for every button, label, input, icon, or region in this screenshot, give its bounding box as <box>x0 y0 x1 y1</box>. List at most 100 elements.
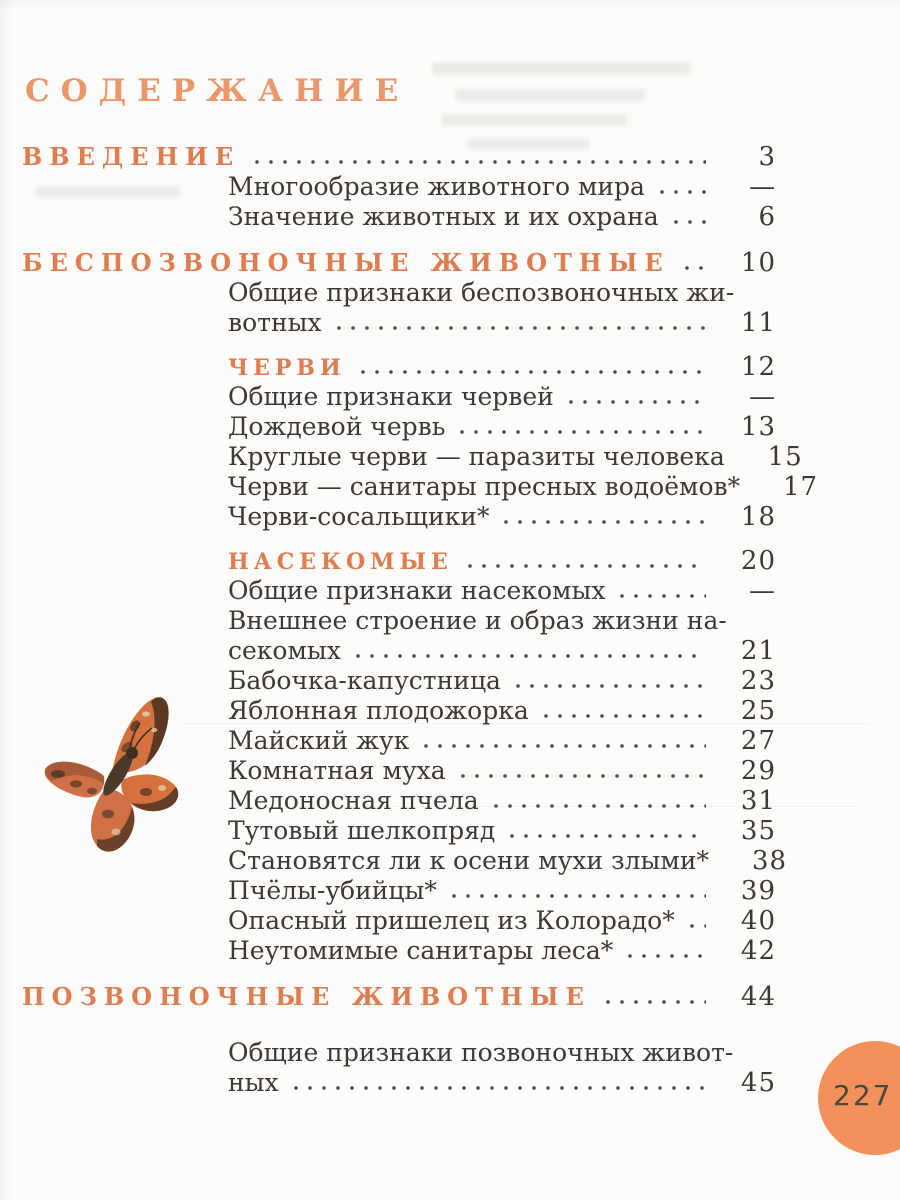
toc-page-number: 31 <box>740 786 776 816</box>
toc-page-number: — <box>749 382 776 412</box>
toc-entry: Пчёлы-убийцы* 39 <box>228 876 776 906</box>
toc-entry-text: Неутомимые санитары леса* <box>228 936 614 965</box>
toc-page-number: 23 <box>740 666 776 696</box>
toc-entry-text: Общие признаки позвоночных живот- <box>228 1038 734 1067</box>
toc-entry-text: НАСЕКОМЫЕ <box>228 549 453 575</box>
toc-entry: БЕСПОЗВОНОЧНЫЕ ЖИВОТНЫЕ 10 <box>22 248 776 278</box>
toc-entry: Внешнее строение и образ жизни на-секомы… <box>228 606 776 666</box>
toc-page-number: 17 <box>782 472 819 502</box>
toc-entry: Общие признаки червей — <box>228 382 776 412</box>
toc-entry: Опасный пришелец из Колорадо* 40 <box>228 906 776 936</box>
table-of-contents: ВВЕДЕНИЕ 3 Многообразие животного мира — Зна… <box>22 142 817 1098</box>
bleed-through-text <box>35 186 180 197</box>
toc-page-number: 38 <box>751 846 788 876</box>
toc-entry-text: Пчёлы-убийцы* <box>228 876 437 905</box>
dot-leader <box>460 546 706 576</box>
toc-entry-text: Черви — санитары пресных водоёмов* <box>228 472 741 501</box>
toc-entry: Значение животных и их охрана 6 <box>228 202 776 232</box>
toc-entry-text: Общие признаки червей <box>228 382 554 411</box>
toc-entry: Круглые черви — паразиты человека 15 <box>228 442 802 472</box>
scan-artifact-line <box>180 723 870 724</box>
toc-entry: Тутовый шелкопряд 35 <box>228 816 776 846</box>
dot-leader <box>677 248 706 278</box>
toc-entry: Общие признаки беспозвоночных жи-вотных 1… <box>228 278 776 338</box>
dot-leader <box>613 576 706 606</box>
toc-entry-text: Яблонная плодожорка <box>228 696 529 725</box>
toc-entry-text: Бабочка-капустница <box>228 666 501 695</box>
toc-entry: Становятся ли к осени мухи злыми* 38 <box>228 846 786 876</box>
toc-entry: Медоносная пчела 31 <box>228 786 776 816</box>
dot-leader <box>286 1068 706 1098</box>
toc-page-number: — <box>749 576 776 606</box>
toc-entry-text: ных <box>228 1068 279 1097</box>
toc-entry: Черви-сосальщики* 18 <box>228 502 776 532</box>
toc-page-number: 20 <box>740 546 776 576</box>
toc-entry: ЧЕРВИ 12 <box>228 352 776 382</box>
dot-leader <box>248 142 706 172</box>
page-number-badge: 227 <box>818 1041 900 1155</box>
dot-leader <box>652 172 706 202</box>
toc-entry: Майский жук 27 <box>228 726 776 756</box>
toc-entry-text: Майский жук <box>228 726 410 755</box>
toc-entry-text: Становятся ли к осени мухи злыми* <box>228 846 710 875</box>
toc-entry-text: Медоносная пчела <box>228 786 479 815</box>
dot-leader <box>453 756 706 786</box>
toc-entry-text: Значение животных и их охрана <box>228 202 659 231</box>
toc-page-number: 6 <box>758 202 776 232</box>
dot-leader <box>453 412 706 442</box>
dot-leader <box>353 352 706 382</box>
toc-entry-text: Комнатная муха <box>228 756 446 785</box>
toc-entry-text: вотных <box>228 308 322 337</box>
toc-page-number: 40 <box>740 906 776 936</box>
dot-leader <box>561 382 706 412</box>
dot-leader <box>348 636 706 666</box>
toc-page-number: 35 <box>740 816 776 846</box>
toc-entry-text: Внешнее строение и образ жизни на- <box>228 606 727 635</box>
toc-entry: Дождевой червь 13 <box>228 412 776 442</box>
toc-entry-text: БЕСПОЗВОНОЧНЫЕ ЖИВОТНЫЕ <box>22 248 670 277</box>
bleed-through-text <box>442 114 627 126</box>
toc-entry-text: Общие признаки насекомых <box>228 576 606 605</box>
toc-page-number: 3 <box>758 142 776 172</box>
toc-entry-text: ПОЗВОНОЧНЫЕ ЖИВОТНЫЕ <box>22 982 591 1011</box>
dot-leader <box>621 936 706 966</box>
toc-entry: Общие признаки позвоночных живот-ных 45 <box>228 1038 776 1098</box>
toc-page-number: 42 <box>740 936 776 966</box>
toc-entry: ВВЕДЕНИЕ 3 <box>22 142 776 172</box>
toc-entry: Неутомимые санитары леса* 42 <box>228 936 776 966</box>
toc-page-number: 27 <box>740 726 776 756</box>
toc-entry: Многообразие животного мира — <box>228 172 776 202</box>
toc-entry-text: Тутовый шелкопряд <box>228 816 496 845</box>
toc-page-number: 18 <box>740 502 776 532</box>
dot-leader <box>329 308 706 338</box>
toc-page-number: 13 <box>740 412 776 442</box>
toc-page-number: 39 <box>740 876 776 906</box>
toc-entry: Комнатная муха 29 <box>228 756 776 786</box>
toc-entry-text: Общие признаки беспозвоночных жи- <box>228 278 735 307</box>
dot-leader <box>508 666 706 696</box>
toc-page-number: 25 <box>740 696 776 726</box>
toc-entry-text: ЧЕРВИ <box>228 355 346 381</box>
toc-entry: ПОЗВОНОЧНЫЕ ЖИВОТНЫЕ 44 <box>22 982 776 1012</box>
toc-entry: Общие признаки насекомых — <box>228 576 776 606</box>
toc-entry-text: Опасный пришелец из Колорадо* <box>228 906 675 935</box>
toc-page-number: 12 <box>740 352 776 382</box>
toc-entry-text: ВВЕДЕНИЕ <box>22 142 241 171</box>
dot-leader <box>444 876 706 906</box>
dot-leader <box>486 786 706 816</box>
toc-entry-text: Дождевой червь <box>228 412 446 441</box>
toc-page-number: 29 <box>740 756 776 786</box>
toc-page-number: 45 <box>740 1068 776 1098</box>
dot-leader <box>417 726 706 756</box>
bleed-through-text <box>432 62 690 75</box>
toc-entry: Черви — санитары пресных водоёмов* 17 <box>228 472 817 502</box>
toc-page-number: 21 <box>740 636 776 666</box>
toc-entry-text: Круглые черви — паразиты человека <box>228 442 725 471</box>
toc-entry-text: секомых <box>228 636 341 665</box>
page-edge-shadow <box>0 0 12 1200</box>
dot-leader <box>536 696 706 726</box>
page-edge-shadow-top <box>0 0 900 10</box>
toc-page-number: 10 <box>740 248 776 278</box>
bleed-through-text <box>455 89 645 101</box>
